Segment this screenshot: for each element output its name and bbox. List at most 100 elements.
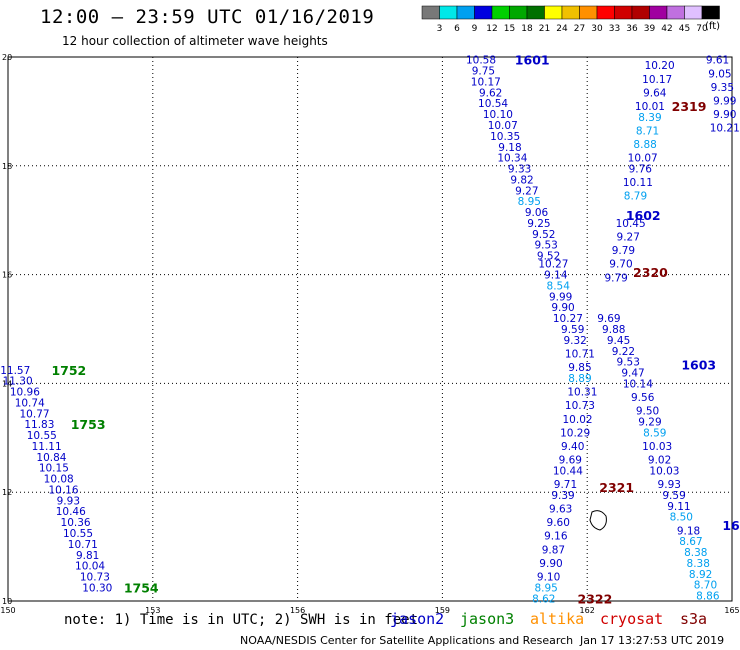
legend-swatch xyxy=(544,5,563,20)
legend-label: 24 xyxy=(556,24,568,34)
wave-height-reading: 9.10 xyxy=(537,572,560,584)
legend-label: 30 xyxy=(591,24,603,34)
wave-height-reading: 10.55 xyxy=(27,430,57,442)
wave-height-reading: 10.73 xyxy=(80,572,110,584)
wave-height-reading: 9.63 xyxy=(549,504,572,516)
wave-height-reading: 9.47 xyxy=(621,368,644,380)
wave-height-reading: 9.27 xyxy=(515,185,538,197)
legend-label: 42 xyxy=(661,24,672,34)
wave-height-reading: 10.71 xyxy=(565,348,595,360)
wave-height-reading: 9.56 xyxy=(631,392,655,404)
legend-label: 36 xyxy=(626,24,638,34)
wave-height-reading: 10.54 xyxy=(478,98,508,110)
wave-height-reading: 10.71 xyxy=(68,539,98,551)
wave-height-reading: 10.17 xyxy=(642,74,672,86)
x-tick-label: 162 xyxy=(580,606,595,615)
y-tick-label: 18 xyxy=(2,162,12,171)
pass-time-label: 1603 xyxy=(681,357,716,372)
wave-height-reading: 8.88 xyxy=(633,139,656,151)
wave-height-reading: 8.70 xyxy=(694,580,717,592)
wave-height-reading: 9.40 xyxy=(561,441,584,453)
wave-height-reading: 10.29 xyxy=(560,427,590,439)
wave-height-reading: 10.03 xyxy=(649,465,679,477)
y-tick-label: 12 xyxy=(2,488,12,497)
wave-height-reading: 10.73 xyxy=(565,400,595,412)
wave-height-reading: 9.82 xyxy=(510,174,533,186)
wave-height-reading: 9.52 xyxy=(532,229,555,241)
wave-height-reading: 10.11 xyxy=(623,177,653,189)
pass-time-label: 2320 xyxy=(633,265,668,280)
pass-time-label: 1601 xyxy=(515,53,550,68)
wave-height-reading: 10.36 xyxy=(61,517,91,529)
wave-height-reading: 9.18 xyxy=(677,525,700,537)
wave-height-reading: 8.59 xyxy=(643,427,666,439)
footer-note: note: 1) Time is in UTC; 2) SWH is in fe… xyxy=(64,612,419,628)
wave-height-reading: 10.08 xyxy=(44,474,74,486)
wave-height-reading: 10.07 xyxy=(488,120,518,132)
pass-time-label: 2322 xyxy=(578,591,613,606)
wave-height-reading: 8.92 xyxy=(689,569,712,581)
wave-height-reading: 8.71 xyxy=(636,125,659,137)
satellite-jason2: jason2 xyxy=(390,610,445,628)
pass-time-label: 160 xyxy=(722,518,740,533)
map-title: 12:00 — 23:59 UTC 01/16/2019 xyxy=(40,6,375,28)
wave-height-reading: 10.21 xyxy=(710,123,740,135)
generated-timestamp: Jan 17 13:27:53 UTC 2019 xyxy=(580,634,725,647)
x-tick-label: 159 xyxy=(435,606,450,615)
legend-label: 45 xyxy=(679,24,690,34)
pass-time-label: 2321 xyxy=(599,480,634,495)
wave-height-reading: 9.25 xyxy=(527,218,550,230)
satellite-s3a: s3a xyxy=(680,610,708,628)
wave-height-reading: 9.14 xyxy=(544,270,568,282)
wave-height-reading: 9.69 xyxy=(559,455,582,467)
wave-height-reading: 9.59 xyxy=(662,490,685,502)
legend-swatch xyxy=(474,5,493,20)
wave-height-reading: 10.15 xyxy=(39,463,69,475)
wave-height-reading: 10.74 xyxy=(15,397,45,409)
wave-height-reading: 9.35 xyxy=(711,82,734,94)
wave-height-reading: 10.07 xyxy=(628,153,658,165)
y-tick-label: 10 xyxy=(2,597,12,606)
wave-height-reading: 10.31 xyxy=(567,387,597,399)
wave-height-reading: 9.39 xyxy=(551,490,574,502)
legend-label: 27 xyxy=(574,24,585,34)
wave-height-reading: 8.67 xyxy=(679,536,702,548)
wave-height-reading: 10.44 xyxy=(553,465,583,477)
wave-height-reading: 8.86 xyxy=(696,591,720,603)
wave-height-reading: 9.64 xyxy=(643,87,667,99)
legend-label: 70 xyxy=(696,24,708,34)
wave-height-reading: 10.16 xyxy=(48,484,78,496)
wave-height-reading: 9.33 xyxy=(508,164,531,176)
wave-height-reading: 9.90 xyxy=(539,558,562,570)
wave-height-reading: 9.99 xyxy=(713,96,736,108)
wave-height-reading: 9.59 xyxy=(561,324,584,336)
wave-height-reading: 9.90 xyxy=(551,302,574,314)
wave-height-reading: 11.57 xyxy=(0,365,30,377)
wave-height-reading: 8.95 xyxy=(518,196,541,208)
satellite-cryosat: cryosat xyxy=(600,610,664,628)
wave-height-reading: 10.10 xyxy=(483,109,513,121)
legend-label: 21 xyxy=(539,24,550,34)
map-subtitle: 12 hour collection of altimeter wave hei… xyxy=(62,34,328,48)
wave-height-reading: 9.29 xyxy=(638,416,661,428)
legend-swatch xyxy=(614,5,633,20)
wave-height-reading: 10.34 xyxy=(497,153,527,165)
wave-height-reading: 10.27 xyxy=(553,313,583,325)
wave-height-reading: 9.60 xyxy=(547,517,570,529)
wave-height-reading: 10.77 xyxy=(20,408,50,420)
legend-label: 12 xyxy=(486,24,497,34)
y-tick-label: 16 xyxy=(2,271,12,280)
wave-height-reading: 11.30 xyxy=(3,376,33,388)
wave-height-reading: 9.85 xyxy=(568,362,591,374)
wave-height-reading: 11.83 xyxy=(24,419,54,431)
wave-height-reading: 9.93 xyxy=(658,479,681,491)
y-tick-label: 14 xyxy=(2,379,12,388)
wave-height-reading: 9.69 xyxy=(597,313,620,325)
x-tick-label: 165 xyxy=(724,606,739,615)
wave-height-reading: 9.16 xyxy=(544,531,568,543)
wave-height-reading: 10.02 xyxy=(563,414,593,426)
legend-swatch xyxy=(491,5,510,20)
pass-time-label: 1753 xyxy=(71,417,106,432)
wave-height-reading: 9.81 xyxy=(76,550,99,562)
